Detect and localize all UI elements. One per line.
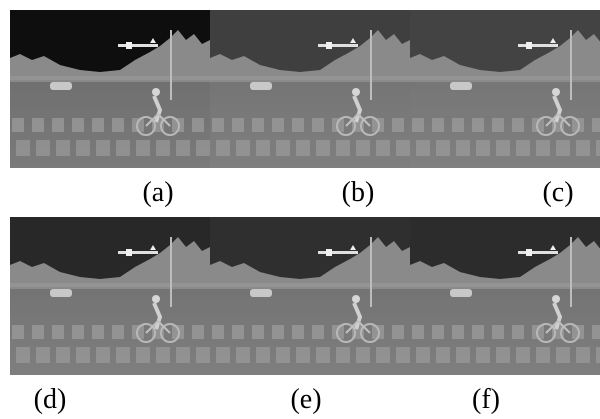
caption-e: (e) [290,384,322,415]
thermal-image-d [10,217,210,375]
caption-f: (f) [472,384,500,415]
caption-a: (a) [142,177,174,208]
thermal-image-c [410,10,600,168]
caption-c: (c) [542,177,574,208]
thermal-image-f [410,217,600,375]
thermal-image-e [210,217,410,375]
thermal-image-b [210,10,410,168]
caption-b: (b) [341,177,375,208]
thermal-image-a [10,10,210,168]
caption-d: (d) [33,384,67,415]
